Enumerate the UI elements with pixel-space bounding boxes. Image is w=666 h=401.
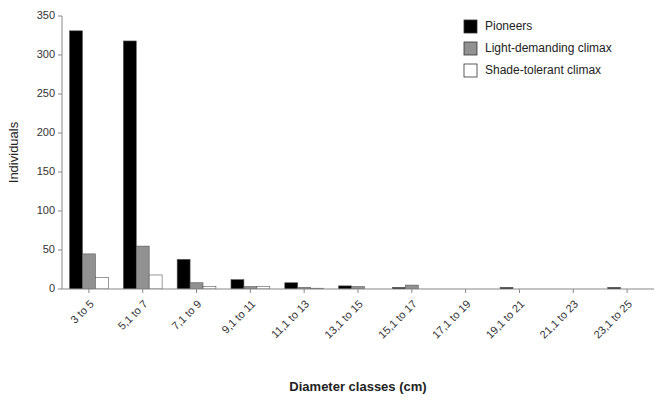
bar: [136, 246, 149, 289]
y-axis-label: Individuals: [6, 121, 21, 183]
y-tick-label: 100: [37, 204, 55, 216]
legend-label: Shade-tolerant climax: [485, 63, 601, 77]
legend-swatch: [464, 42, 477, 55]
x-tick-label: 3 to 5: [68, 298, 96, 326]
bars: [70, 31, 621, 289]
x-tick-label: 13,1 to 15: [322, 298, 365, 341]
x-tick: [250, 289, 251, 293]
y-tick: [58, 16, 62, 17]
x-tick: [142, 289, 143, 293]
y-tick: [58, 133, 62, 134]
x-tick-label: 19,1 to 21: [483, 298, 526, 341]
y-tick: [58, 172, 62, 173]
x-tick: [465, 289, 466, 293]
legend: Pioneers Light-demanding climax Shade-tole…: [464, 19, 612, 77]
bar: [70, 31, 83, 289]
x-tick: [304, 289, 305, 293]
bar: [231, 280, 244, 289]
y-tick-label: 250: [37, 87, 55, 99]
legend-swatch: [464, 64, 477, 77]
y-axis-line: [62, 16, 63, 289]
x-tick-label: 9,1 to 11: [219, 298, 257, 336]
y-tick-label: 350: [37, 9, 55, 21]
bar: [95, 277, 108, 289]
y-tick-label: 200: [37, 126, 55, 138]
legend-label: Pioneers: [485, 19, 532, 33]
bar: [149, 275, 162, 289]
x-tick: [411, 289, 412, 293]
chart: 0 50 100 150 200 250 300 350 3 to 5 5,1 to 7 7,1 t…: [0, 0, 666, 401]
legend-label: Light-demanding climax: [485, 41, 612, 55]
y-tick-label: 150: [37, 165, 55, 177]
bar: [190, 283, 203, 289]
bar: [177, 259, 190, 289]
x-tick-label: 7,1 to 9: [169, 298, 203, 332]
x-tick: [358, 289, 359, 293]
bar: [123, 41, 136, 289]
y-tick-label: 0: [49, 282, 55, 294]
bar: [285, 283, 298, 289]
x-tick: [88, 289, 89, 293]
x-tick-label: 5,1 to 7: [115, 298, 149, 332]
x-tick-label: 11,1 to 13: [269, 298, 312, 341]
y-tick: [58, 55, 62, 56]
x-tick: [196, 289, 197, 293]
x-tick: [627, 289, 628, 293]
x-tick: [573, 289, 574, 293]
y-tick-label: 300: [37, 48, 55, 60]
bar: [405, 285, 418, 289]
y-tick: [58, 250, 62, 251]
x-tick-label: 17,1 to 19: [430, 298, 473, 341]
x-tick-label: 15,1 to 17: [376, 298, 419, 341]
x-tick: [519, 289, 520, 293]
x-axis-label: Diameter classes (cm): [289, 379, 426, 394]
y-tick: [58, 289, 62, 290]
legend-swatch: [464, 20, 477, 33]
bar: [82, 254, 95, 289]
y-tick-label: 50: [43, 243, 55, 255]
x-tick-label: 23,1 to 25: [591, 298, 634, 341]
x-tick-label: 21,1 to 23: [537, 298, 580, 341]
y-tick: [58, 211, 62, 212]
y-tick: [58, 94, 62, 95]
